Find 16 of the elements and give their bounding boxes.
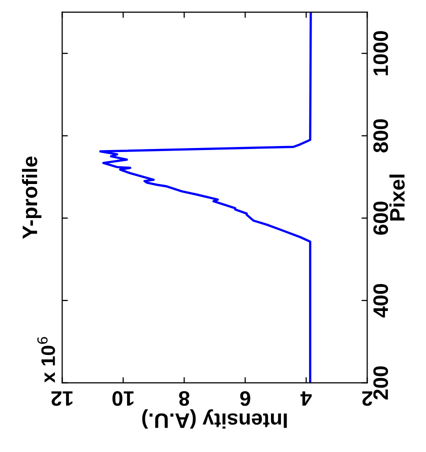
x-tick-label: 12 xyxy=(51,391,72,406)
y-tick-label: 400 xyxy=(373,284,388,318)
x-tick-label: 4 xyxy=(300,391,312,406)
y-tick-label: 800 xyxy=(373,119,388,152)
x-tick-label: 2 xyxy=(362,391,372,406)
y-axis-title: Pixel xyxy=(389,174,405,220)
y-tick-label: 200 xyxy=(373,366,388,400)
x-axis-title: Intensity (A.U.) xyxy=(142,409,287,429)
text: Y-profile xyxy=(22,156,42,239)
x-tick-label: 10 xyxy=(112,391,134,406)
text: x 10$^{6}$ xyxy=(37,337,56,383)
x-tick-label: 6 xyxy=(240,391,250,406)
line-series xyxy=(99,12,312,383)
y-tick-label: 600 xyxy=(373,202,388,235)
y-tick-label: 1000 xyxy=(373,31,388,76)
x-tick-label: 8 xyxy=(179,391,190,406)
